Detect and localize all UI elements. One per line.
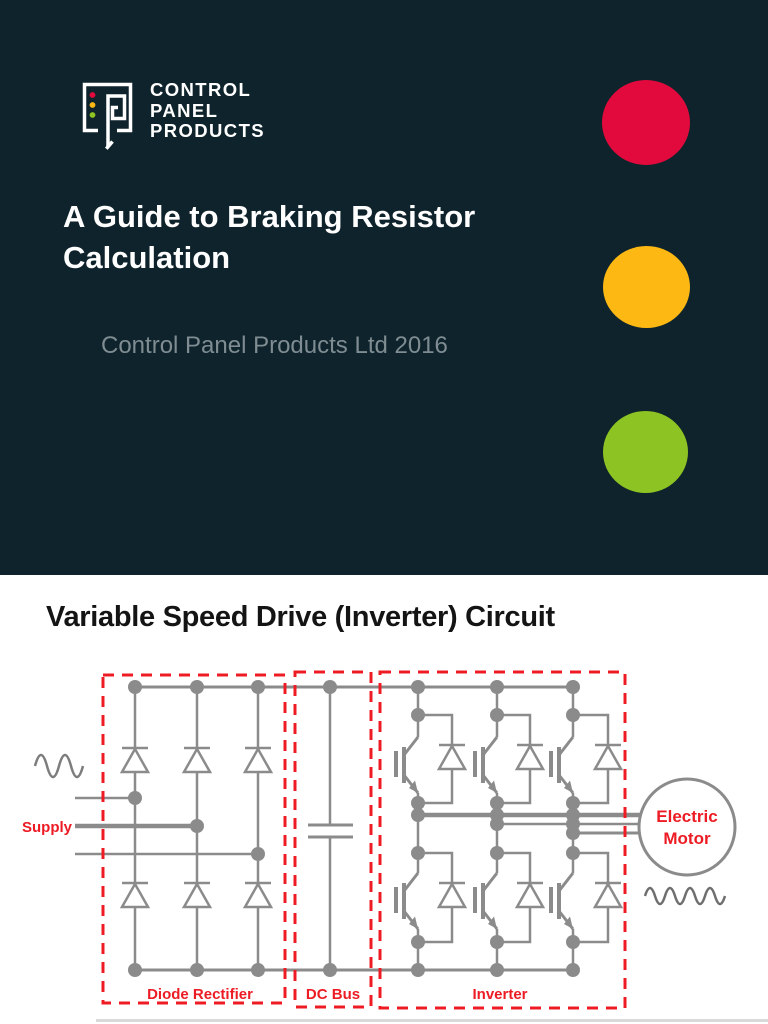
inverter-igbts <box>394 735 575 931</box>
inverter-label: Inverter <box>472 986 527 1003</box>
junction-dot <box>190 819 204 833</box>
junction-dot <box>566 796 580 810</box>
red-circle-decoration <box>602 80 690 165</box>
junction-dot <box>128 963 142 977</box>
junction-dot <box>251 963 265 977</box>
amber-circle-decoration <box>603 246 690 328</box>
freewheel-diode-branches <box>418 713 610 944</box>
junction-dot <box>251 847 265 861</box>
dc-bus-capacitor <box>308 687 353 970</box>
rectifier-label: Diode Rectifier <box>147 986 253 1003</box>
junction-dot <box>490 796 504 810</box>
circuit-slide: Variable Speed Drive (Inverter) Circuit <box>0 575 768 1024</box>
junction-dot <box>566 680 580 694</box>
brand-line-3: PRODUCTS <box>150 120 266 141</box>
rectifier-section-box <box>101 673 287 1005</box>
junction-dot <box>490 708 504 722</box>
next-page-top-edge <box>96 1019 768 1022</box>
junction-dot <box>566 935 580 949</box>
junction-dot <box>566 963 580 977</box>
page-title: Variable Speed Drive (Inverter) Circuit <box>46 601 555 633</box>
junction-dot <box>490 680 504 694</box>
junction-dot <box>490 935 504 949</box>
logo-amber-dot-icon <box>89 102 96 108</box>
dc-bus-section-box <box>293 670 373 1009</box>
green-circle-decoration <box>603 411 688 493</box>
junction-dot <box>190 680 204 694</box>
company-logo-icon <box>82 82 133 150</box>
junction-dot <box>566 826 580 840</box>
junction-dot <box>323 680 337 694</box>
slide-subtitle: Control Panel Products Ltd 2016 <box>101 332 448 359</box>
junction-dot <box>411 680 425 694</box>
slide-title-line-2: Calculation <box>63 240 231 275</box>
junction-dot <box>411 935 425 949</box>
junction-dot <box>190 963 204 977</box>
junction-dots <box>128 680 580 977</box>
junction-dot <box>411 708 425 722</box>
junction-dot <box>251 680 265 694</box>
brand-line-2: PANEL <box>150 99 219 121</box>
electric-motor-circle <box>637 777 737 877</box>
inverter-section-box <box>378 670 627 1010</box>
vsd-circuit-diagram: Electric Motor Supply Diode Rectifier DC… <box>22 670 737 1010</box>
junction-dot <box>128 680 142 694</box>
brand-block: CONTROL PANEL PRODUCTS <box>76 76 265 154</box>
motor-winding-wave-icon <box>643 886 727 906</box>
junction-dot <box>566 708 580 722</box>
junction-dot <box>490 963 504 977</box>
brand-wordmark: CONTROL PANEL PRODUCTS <box>150 76 265 154</box>
dc-bus-label: DC Bus <box>306 986 360 1003</box>
logo-green-dot-icon <box>89 112 96 118</box>
junction-dot <box>490 817 504 831</box>
junction-dot <box>323 963 337 977</box>
junction-dot <box>128 791 142 805</box>
supply-label: Supply <box>22 819 73 836</box>
motor-label-line-2: Motor <box>663 829 711 848</box>
motor-output-lines <box>418 812 645 835</box>
logo-red-dot-icon <box>89 92 96 98</box>
junction-dot <box>411 846 425 860</box>
slide-title-line-1: A Guide to Braking Resistor <box>63 199 476 234</box>
junction-dot <box>411 808 425 822</box>
junction-dot <box>490 846 504 860</box>
junction-dot <box>411 796 425 810</box>
motor-label-line-1: Electric <box>656 807 717 826</box>
title-slide: CONTROL PANEL PRODUCTS A Guide to Brakin… <box>0 0 768 575</box>
junction-dot <box>566 846 580 860</box>
slide-title: A Guide to Braking Resistor Calculation <box>63 196 475 278</box>
supply-lines <box>75 796 258 856</box>
supply-sine-wave-icon <box>33 753 85 779</box>
brand-line-1: CONTROL <box>150 79 252 100</box>
junction-dot <box>411 963 425 977</box>
freewheel-diodes <box>437 743 623 909</box>
